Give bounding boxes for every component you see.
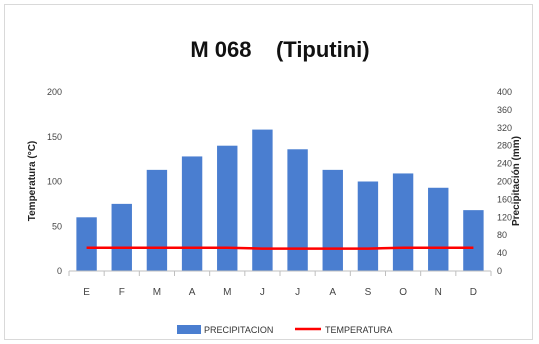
precipitation-bar xyxy=(322,169,343,271)
left-tick-label: 0 xyxy=(57,266,62,276)
precipitation-bar xyxy=(392,173,414,271)
precipitation-bar xyxy=(428,187,449,271)
right-tick-label: 160 xyxy=(497,194,512,204)
right-tick-label: 200 xyxy=(497,177,512,187)
category-label: S xyxy=(365,287,372,298)
precipitation-bar xyxy=(252,129,273,271)
bar-series xyxy=(76,129,484,271)
legend-label-precipitation: PRECIPITACION xyxy=(204,325,273,335)
right-tick-label: 240 xyxy=(497,159,512,169)
category-label: D xyxy=(470,287,477,298)
right-tick-label: 40 xyxy=(497,248,507,258)
left-tick-label: 200 xyxy=(47,87,62,97)
left-tick-label: 150 xyxy=(47,132,62,142)
category-label: A xyxy=(329,287,336,298)
category-label: M xyxy=(153,287,161,298)
right-tick-label: 80 xyxy=(497,230,507,240)
precipitation-bar xyxy=(217,145,238,271)
right-axis-ticks: 0 40 80 120 160 200 240 280 320 360 400 xyxy=(497,87,512,276)
right-tick-label: 320 xyxy=(497,123,512,133)
legend-label-temperature: TEMPERATURA xyxy=(325,325,392,335)
category-label: E xyxy=(83,287,90,298)
right-tick-label: 360 xyxy=(497,105,512,115)
category-label: J xyxy=(295,287,300,298)
y-axis-title-left: Temperatura (°C) xyxy=(27,141,38,222)
temperature-line xyxy=(86,246,474,250)
chart-svg: M 068 (Tiputini) Temperatura (°C) Precip… xyxy=(27,37,522,335)
precipitation-bar xyxy=(463,210,484,271)
right-tick-label: 0 xyxy=(497,266,502,276)
precipitation-bar xyxy=(111,203,132,271)
chart-title: M 068 (Tiputini) xyxy=(190,37,369,62)
line-series xyxy=(86,246,474,250)
category-label: O xyxy=(399,287,407,298)
category-label: M xyxy=(223,287,231,298)
left-axis-ticks: 0 50 100 150 200 xyxy=(47,87,62,276)
right-tick-label: 120 xyxy=(497,212,512,222)
right-tick-label: 400 xyxy=(497,87,512,97)
precipitation-bar xyxy=(287,149,308,271)
legend-swatch-precipitation xyxy=(177,325,201,334)
precipitation-bar xyxy=(146,169,168,271)
chart-frame: M 068 (Tiputini) Temperatura (°C) Precip… xyxy=(4,4,533,340)
y-axis-title-right: Precipitación (mm) xyxy=(511,136,522,226)
right-tick-label: 280 xyxy=(497,141,512,151)
x-axis-ticks xyxy=(68,271,492,276)
precipitation-bar xyxy=(76,217,97,271)
precipitation-bar xyxy=(181,156,203,271)
category-label: A xyxy=(189,287,196,298)
category-label: N xyxy=(435,287,442,298)
category-label: F xyxy=(119,287,125,298)
left-tick-label: 100 xyxy=(47,177,62,187)
left-tick-label: 50 xyxy=(52,221,62,231)
precipitation-bar xyxy=(357,181,379,271)
legend: PRECIPITACION TEMPERATURA xyxy=(177,325,392,335)
category-label: J xyxy=(260,287,265,298)
